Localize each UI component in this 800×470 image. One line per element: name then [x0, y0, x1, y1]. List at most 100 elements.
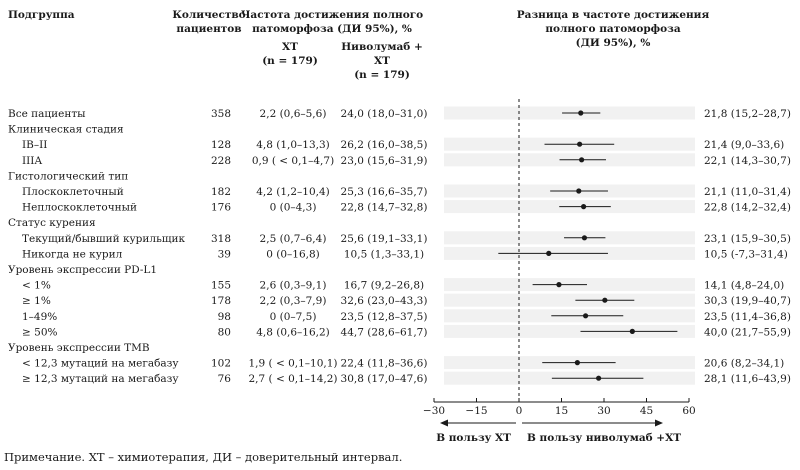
group-heading: Клиническая стадия [8, 124, 124, 136]
estimate-point [581, 204, 587, 210]
patients-count: 102 [211, 358, 231, 370]
x-tick-label: 15 [555, 405, 568, 417]
nivo-rate: 10,5 (1,3–33,1) [344, 248, 424, 260]
chemo-rate: 0 (0–4,3) [270, 202, 317, 214]
chemo-rate: 2,5 (0,7–6,4) [260, 233, 327, 245]
subgroup-label: ≥ 50% [22, 326, 57, 338]
difference-value: 10,5 (-7,3–31,4) [704, 248, 788, 260]
chemo-rate: 2,6 (0,3–9,1) [260, 280, 327, 292]
row-bands [444, 106, 695, 385]
header-difference-2: полного патоморфоза [545, 23, 681, 35]
difference-value: 22,8 (14,2–32,4) [704, 202, 791, 214]
header-arm-nivo-1: Ниволумаб + [341, 41, 423, 53]
header-pcr-rate-2: патоморфоза (ДИ 95%), % [252, 23, 412, 35]
chemo-rate: 1,9 ( < 0,1–10,1) [248, 358, 337, 370]
subgroup-label: Все пациенты [8, 108, 86, 120]
subgroup-label: 1–49% [22, 311, 57, 323]
estimate-marks [498, 110, 678, 381]
nivo-rate: 26,2 (16,0–38,5) [341, 139, 428, 151]
header-arm-chemo-2: (n = 179) [262, 55, 318, 67]
header-difference-3: (ДИ 95%), % [576, 37, 651, 49]
header-pcr-rate-1: Частота достижения полного [241, 9, 423, 21]
nivo-rate: 23,0 (15,6–31,9) [341, 155, 428, 167]
difference-value: 23,5 (11,4–36,8) [704, 311, 791, 323]
estimate-point [602, 297, 608, 303]
nivo-rate: 23,5 (12,8–37,5) [341, 311, 428, 323]
nivo-rate: 32,6 (23,0–43,3) [341, 295, 428, 307]
arrow-left-head [440, 419, 448, 427]
x-tick-label: 30 [597, 405, 610, 417]
x-tick-label: 60 [682, 405, 695, 417]
group-heading: Уровень экспрессии PD-L1 [8, 264, 157, 276]
chemo-rate: 4,8 (0,6–16,2) [256, 326, 330, 338]
subgroup-label: ≥ 12,3 мутаций на мегабазу [22, 373, 179, 385]
difference-value: 30,3 (19,9–40,7) [704, 295, 791, 307]
chemo-rate: 2,7 ( < 0,1–14,2) [248, 373, 337, 385]
header-arm-nivo-2: ХТ [374, 55, 390, 67]
subgroup-label: < 12,3 мутаций на мегабазу [22, 358, 179, 370]
estimate-point [577, 141, 583, 147]
header-subgroup: Подгруппа [8, 9, 75, 21]
nivo-rate: 16,7 (9,2–26,8) [344, 280, 424, 292]
patients-count: 155 [211, 280, 231, 292]
patients-count: 228 [211, 155, 231, 167]
chemo-rate: 2,2 (0,6–5,6) [260, 108, 327, 120]
estimate-point [578, 110, 584, 116]
subgroup-label: Текущий/бывший курильщик [22, 233, 186, 245]
subgroup-table: Все пациенты 358 2,2 (0,6–5,6) 24,0 (18,0–3… [8, 108, 791, 385]
estimate-point [582, 313, 589, 319]
difference-value: 21,1 (11,0–31,4) [704, 186, 791, 198]
column-headers: Подгруппа Количество пациентов Частота д… [8, 9, 709, 81]
subgroup-label: Неплоскоклеточный [22, 202, 137, 214]
group-heading: Гистологический тип [8, 170, 128, 182]
chemo-rate: 0 (0–16,8) [266, 248, 320, 260]
difference-value: 28,1 (11,6–43,9) [704, 373, 791, 385]
nivo-rate: 30,8 (17,0–47,6) [341, 373, 428, 385]
estimate-point [629, 328, 635, 334]
footnote: Примечание. ХТ – химиотерапия, ДИ – дове… [4, 450, 402, 464]
row-band [444, 324, 695, 338]
patients-count: 80 [218, 326, 231, 338]
patients-count: 182 [211, 186, 231, 198]
subgroup-label: ≥ 1% [22, 295, 51, 307]
header-arm-chemo-1: ХТ [282, 41, 298, 53]
estimate-point [576, 188, 582, 194]
patients-count: 128 [211, 139, 231, 151]
x-tick-label: −15 [465, 405, 487, 417]
x-axis-ticks: −30 −15 0 15 30 45 60 [423, 398, 696, 417]
nivo-rate: 24,0 (18,0–31,0) [341, 108, 428, 120]
favors-chemo-label: В пользу ХТ [436, 432, 511, 444]
group-heading: Статус курения [8, 217, 96, 229]
arrow-right-head [655, 419, 663, 427]
header-patients-1: Количество [172, 9, 245, 21]
difference-value: 14,1 (4,8–24,0) [704, 280, 784, 292]
chemo-rate: 4,2 (1,2–10,4) [256, 186, 330, 198]
direction-arrows: В пользу ХТ В пользу ниволумаб +ХТ [436, 419, 681, 444]
difference-value: 21,8 (15,2–28,7) [704, 108, 791, 120]
row-band [444, 293, 695, 307]
x-tick-label: −30 [423, 405, 445, 417]
x-tick-label: 0 [516, 405, 523, 417]
difference-value: 22,1 (14,3–30,7) [704, 155, 791, 167]
subgroup-label: Никогда не курил [22, 248, 123, 260]
estimate-point [574, 360, 580, 366]
patients-count: 39 [218, 248, 231, 260]
header-arm-nivo-3: (n = 179) [354, 69, 410, 81]
subgroup-label: < 1% [22, 280, 51, 292]
nivo-rate: 44,7 (28,6–61,7) [341, 326, 428, 338]
difference-value: 21,4 (9,0–33,6) [704, 139, 784, 151]
patients-count: 318 [211, 233, 231, 245]
patients-count: 178 [211, 295, 231, 307]
chemo-rate: 4,8 (1,0–13,3) [256, 139, 330, 151]
header-difference-1: Разница в частоте достижения [517, 9, 710, 21]
estimate-point [556, 282, 562, 288]
chemo-rate: 0,9 ( < 0,1–4,7) [252, 155, 334, 167]
estimate-point [596, 375, 602, 381]
estimate-point [581, 235, 588, 241]
subgroup-label: IIIA [22, 155, 42, 167]
subgroup-label: Плоскоклеточный [22, 186, 124, 198]
estimate-point [546, 250, 552, 256]
nivo-rate: 22,4 (11,8–36,6) [341, 358, 428, 370]
nivo-rate: 25,3 (16,6–35,7) [341, 186, 428, 198]
